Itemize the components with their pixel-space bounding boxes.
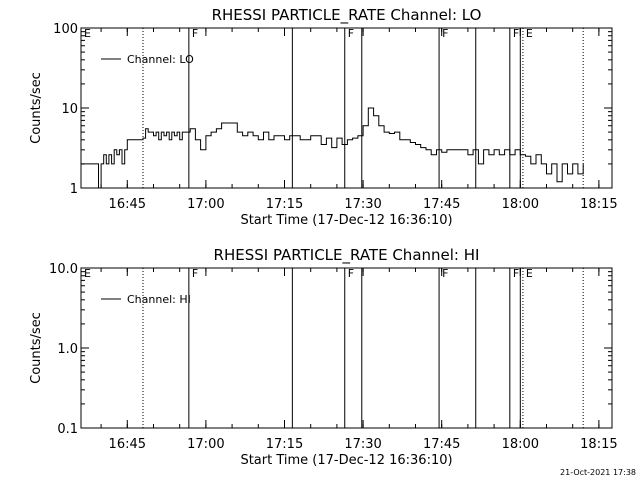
plot-frame <box>80 267 613 429</box>
flag-label: E <box>84 27 91 40</box>
x-tick-label: 17:30 <box>344 197 381 212</box>
y-tick-label: 10 <box>61 102 78 117</box>
legend-label: Channel: LO <box>127 53 194 66</box>
x-tick-label: 18:15 <box>580 197 617 212</box>
x-tick-label: 17:15 <box>266 437 303 452</box>
flag-label: F <box>192 267 198 280</box>
flag-label: F <box>442 267 448 280</box>
flag-label: E <box>526 267 533 280</box>
legend-label: Channel: HI <box>127 293 191 306</box>
x-tick-label: 16:45 <box>109 437 146 452</box>
x-tick-label: 17:15 <box>266 197 303 212</box>
footer-timestamp: 21-Oct-2021 17:38 <box>560 468 636 477</box>
flag-label: F <box>192 27 198 40</box>
flag-label: F <box>442 27 448 40</box>
x-tick-label: 16:45 <box>109 197 146 212</box>
chart-panel-lo: RHESSI PARTICLE_RATE Channel: LO 1 10 100 16… <box>29 6 618 228</box>
flag-label: E <box>526 27 533 40</box>
flag-label: F <box>348 27 354 40</box>
x-tick-label: 17:45 <box>423 197 460 212</box>
x-tick-label: 18:15 <box>580 437 617 452</box>
x-axis-label: Start Time (17-Dec-12 16:36:10) <box>240 453 452 468</box>
chart-panel-hi: RHESSI PARTICLE_RATE Channel: HI 0.1 1.0 10… <box>29 246 618 468</box>
y-tick-label: 100 <box>53 22 78 37</box>
x-tick-label: 17:00 <box>187 197 224 212</box>
chart-title: RHESSI PARTICLE_RATE Channel: LO <box>212 6 482 25</box>
y-tick-label: 10.0 <box>49 262 78 277</box>
y-tick-label: 1.0 <box>57 342 78 357</box>
y-axis-label: Counts/sec <box>29 72 44 144</box>
flag-label: E <box>84 267 91 280</box>
x-tick-label: 18:00 <box>502 437 539 452</box>
flag-label: F <box>513 267 519 280</box>
series-line <box>81 107 584 188</box>
y-tick-label: 0.1 <box>57 422 78 437</box>
x-tick-label: 17:30 <box>344 437 381 452</box>
y-axis-label: Counts/sec <box>29 312 44 384</box>
chart-title: RHESSI PARTICLE_RATE Channel: HI <box>214 246 480 265</box>
flag-label: F <box>513 27 519 40</box>
x-axis-label: Start Time (17-Dec-12 16:36:10) <box>240 213 452 228</box>
y-tick-label: 1 <box>70 182 78 197</box>
x-tick-label: 18:00 <box>502 197 539 212</box>
flag-label: F <box>348 267 354 280</box>
x-tick-label: 17:45 <box>423 437 460 452</box>
x-tick-label: 17:00 <box>187 437 224 452</box>
